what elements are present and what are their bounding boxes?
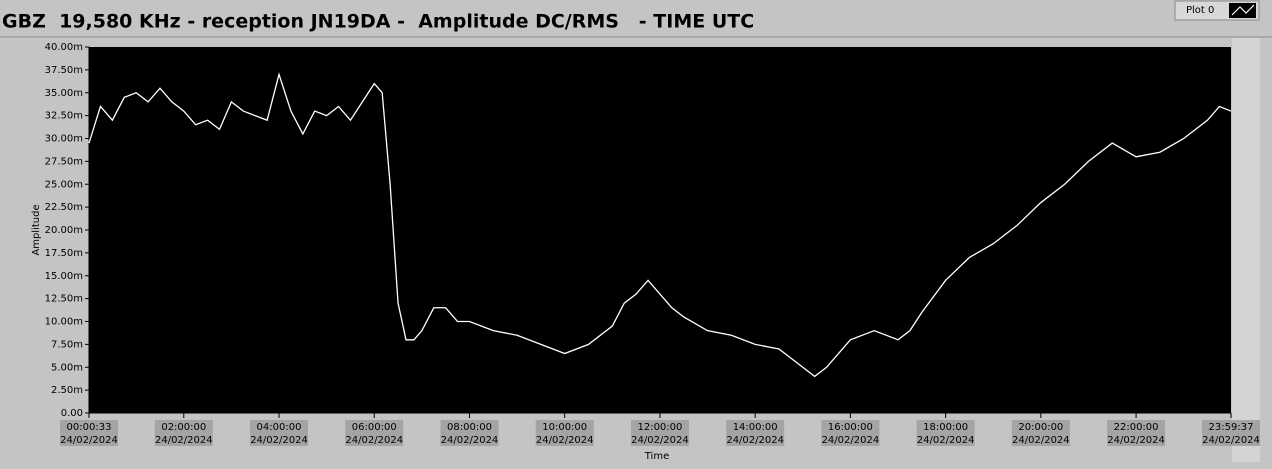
y-tick-label: 15.00m <box>45 271 83 282</box>
y-tick-label: 30.00m <box>45 134 83 145</box>
legend-label: Plot 0 <box>1186 5 1214 16</box>
y-tick-label: 37.50m <box>45 65 83 76</box>
x-tick-label: 08:00:00 <box>447 422 492 433</box>
x-tick-date: 24/02/2024 <box>726 435 784 446</box>
x-tick-label: 12:00:00 <box>637 422 682 433</box>
x-tick-label: 06:00:00 <box>352 422 397 433</box>
x-tick-label-bg <box>1202 420 1260 446</box>
x-tick-label: 04:00:00 <box>257 422 302 433</box>
y-tick-label: 25.00m <box>45 179 83 190</box>
x-tick-label-bg <box>345 420 404 446</box>
x-tick-label: 10:00:00 <box>542 422 587 433</box>
y-tick-label: 12.50m <box>45 294 83 305</box>
x-tick-label: 23:59:37 <box>1209 422 1254 433</box>
y-tick-label: 27.50m <box>45 156 83 167</box>
x-tick-label-bg <box>630 420 689 446</box>
x-tick-label-bg <box>821 420 880 446</box>
legend-swatch <box>1229 3 1256 18</box>
y-tick-label: 17.50m <box>45 248 83 259</box>
x-axis-label: Time <box>644 451 669 462</box>
x-tick-label: 14:00:00 <box>733 422 778 433</box>
y-tick-label: 20.00m <box>45 225 83 236</box>
x-tick-date: 24/02/2024 <box>250 435 308 446</box>
y-tick-label: 5.00m <box>51 362 83 373</box>
x-tick-date: 24/02/2024 <box>822 435 880 446</box>
x-tick-date: 24/02/2024 <box>155 435 213 446</box>
x-tick-label: 18:00:00 <box>923 422 968 433</box>
y-tick-label: 7.50m <box>51 339 83 350</box>
x-tick-label-bg <box>535 420 594 446</box>
y-tick-label: 35.00m <box>45 88 83 99</box>
x-tick-date: 24/02/2024 <box>345 435 403 446</box>
legend-line <box>1231 4 1255 16</box>
chart-title: GBZ 19,580 KHz - reception JN19DA - Ampl… <box>2 11 754 33</box>
x-tick-label-bg <box>726 420 785 446</box>
x-tick-date: 24/02/2024 <box>1012 435 1070 446</box>
x-tick-date: 24/02/2024 <box>1202 435 1260 446</box>
x-tick-date: 24/02/2024 <box>536 435 594 446</box>
x-tick-label-bg <box>1011 420 1070 446</box>
series-line <box>88 72 1232 378</box>
x-tick-date: 24/02/2024 <box>441 435 499 446</box>
y-tick-label: 10.00m <box>45 317 83 328</box>
x-tick-label: 00:00:33 <box>67 422 112 433</box>
x-tick-label: 20:00:00 <box>1018 422 1063 433</box>
y-tick-label: 2.50m <box>51 385 83 396</box>
x-tick-date: 24/02/2024 <box>1107 435 1165 446</box>
x-tick-date: 24/02/2024 <box>60 435 118 446</box>
separator <box>0 36 1272 38</box>
x-tick-label-bg <box>440 420 499 446</box>
x-tick-date: 24/02/2024 <box>917 435 975 446</box>
x-tick-label-bg <box>916 420 975 446</box>
x-tick-label-bg <box>250 420 309 446</box>
y-tick-label: 40.00m <box>45 42 83 53</box>
x-tick-label: 16:00:00 <box>828 422 873 433</box>
x-tick-label-bg <box>154 420 213 446</box>
y-axis-label: Amplitude <box>31 204 42 255</box>
x-tick-label-bg <box>1107 420 1166 446</box>
x-tick-label: 02:00:00 <box>161 422 206 433</box>
y-tick-label: 0.00 <box>61 408 83 419</box>
right-strip <box>1232 38 1260 462</box>
x-tick-label: 22:00:00 <box>1114 422 1159 433</box>
y-tick-label: 22.50m <box>45 202 83 213</box>
x-tick-label-bg <box>60 420 118 446</box>
y-tick-label: 32.50m <box>45 111 83 122</box>
plot-area <box>89 47 1231 413</box>
x-tick-date: 24/02/2024 <box>631 435 689 446</box>
